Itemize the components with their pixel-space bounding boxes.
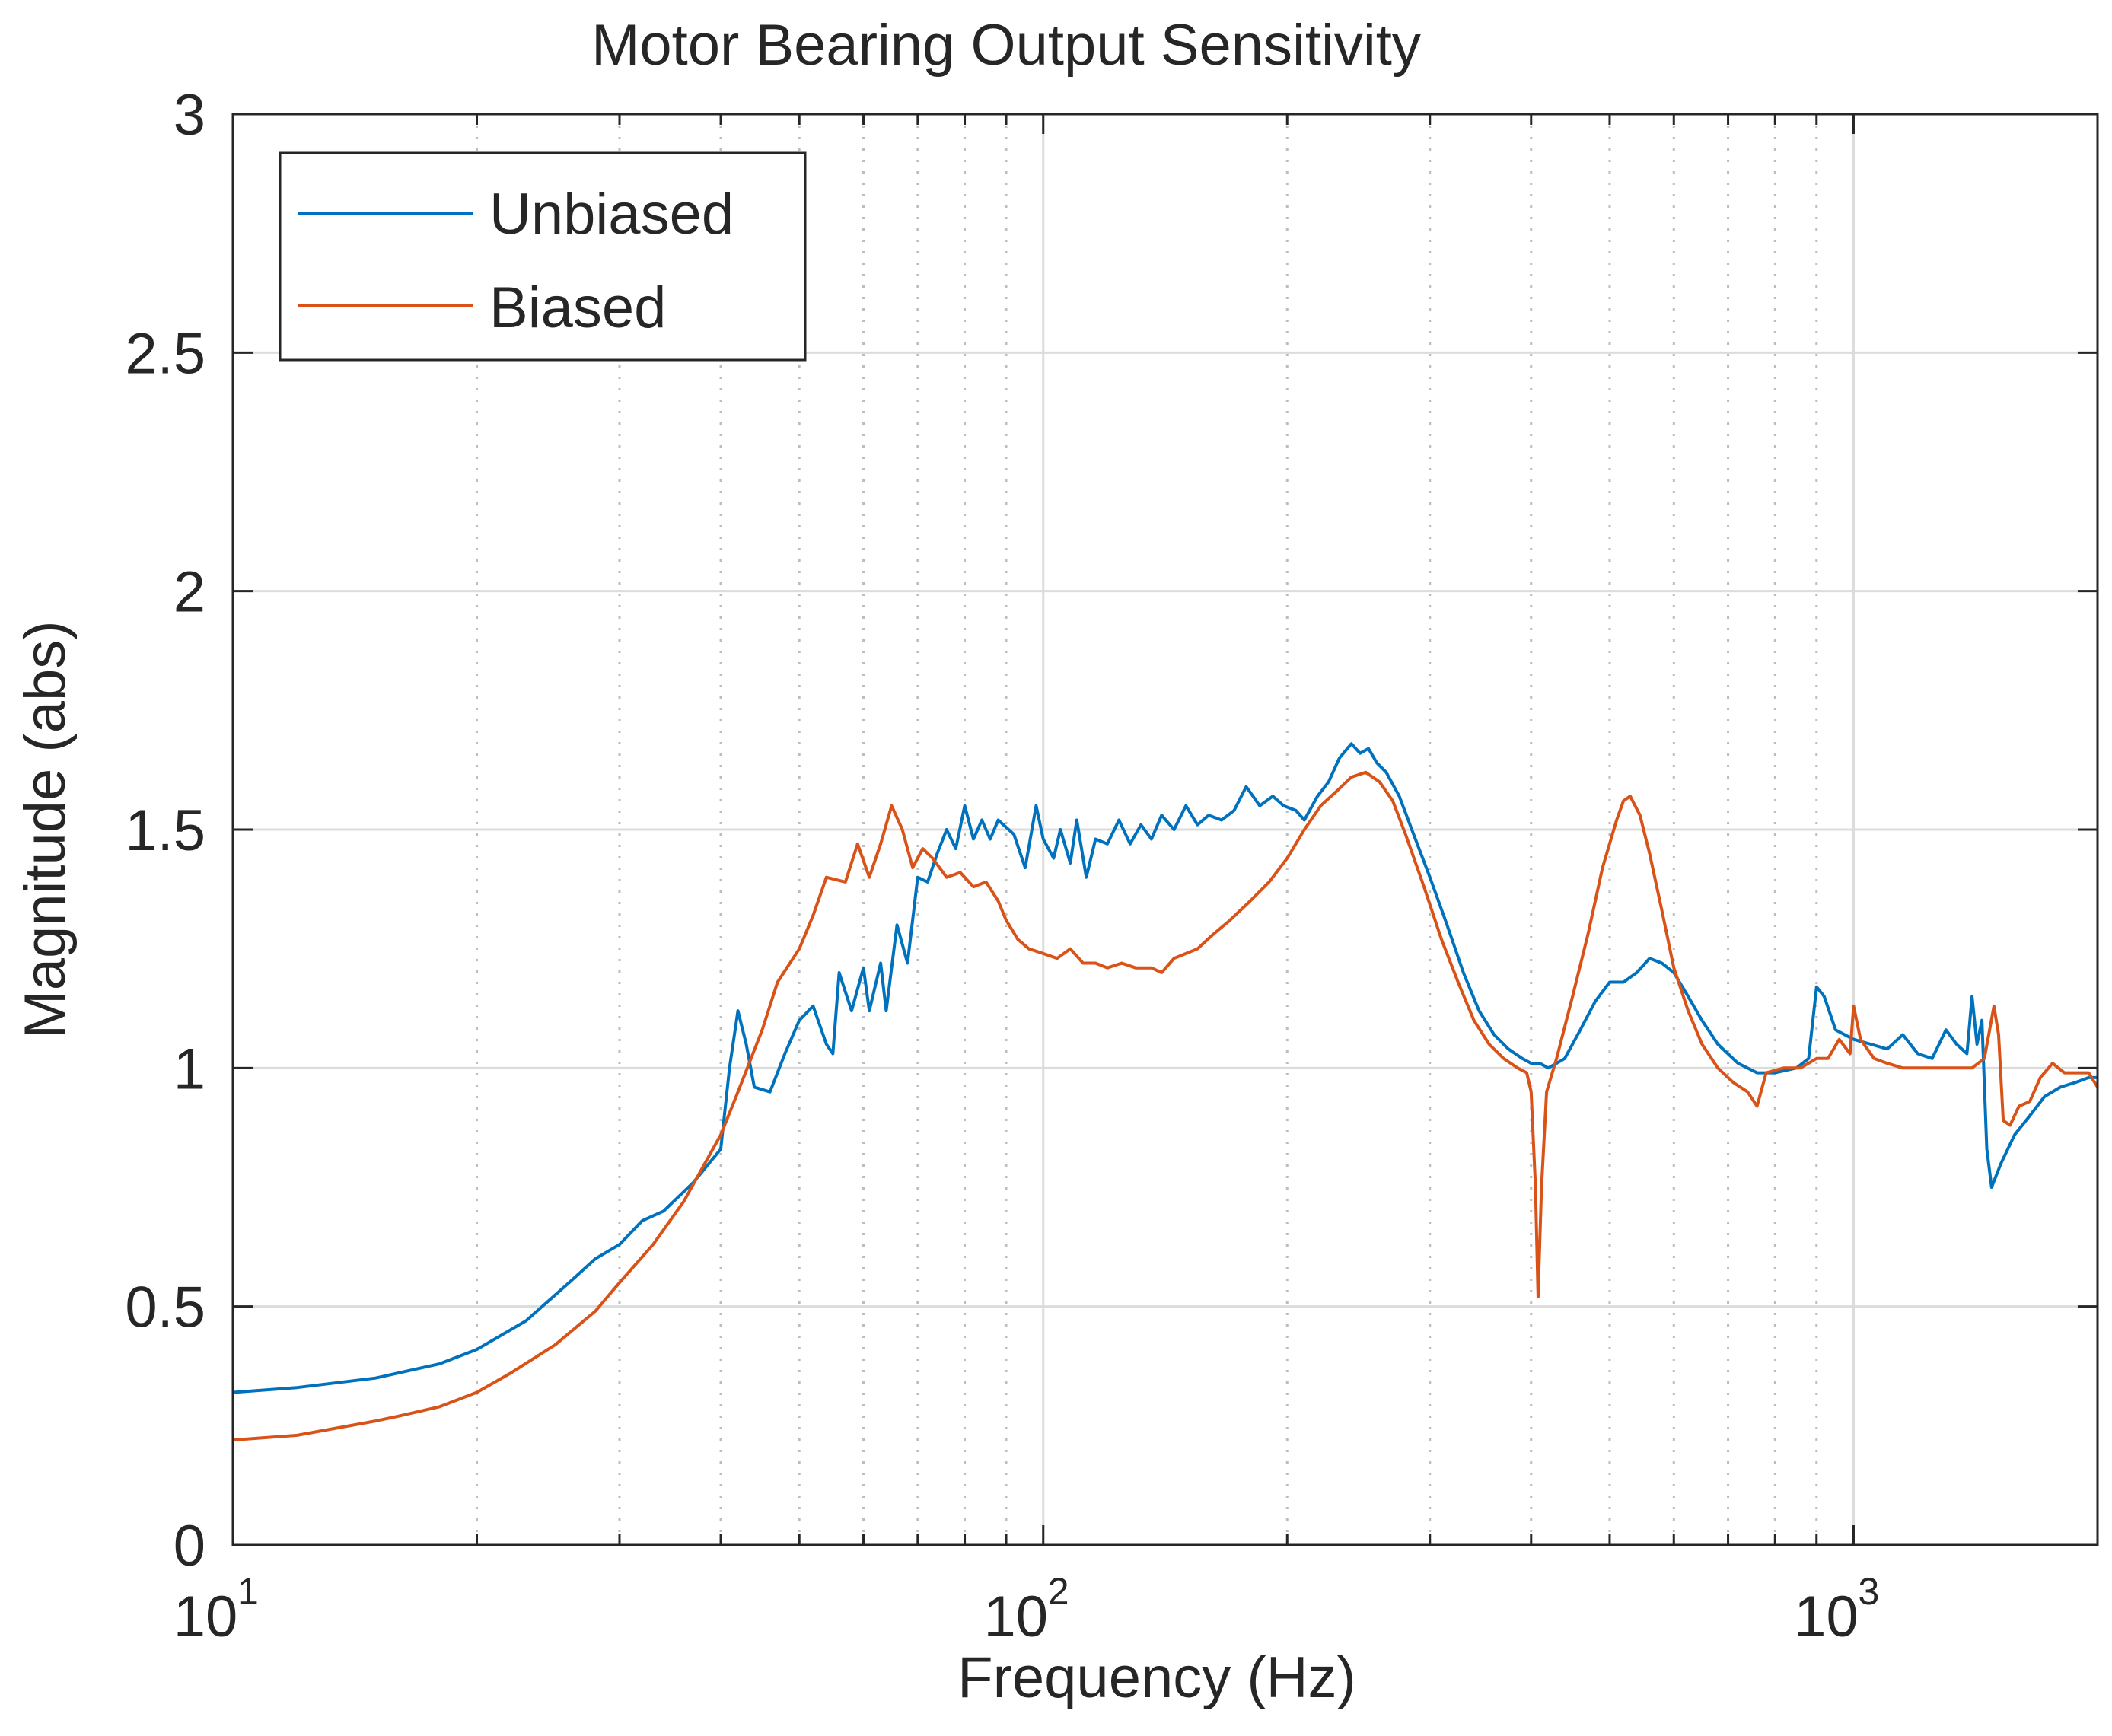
series-line-unbiased: [232, 742, 2098, 1394]
tick-marks: [231, 113, 2098, 1546]
x-tick-exponent: 1: [237, 1570, 259, 1613]
y-tick-label: 0.5: [125, 1276, 205, 1340]
x-tick-label: 10: [983, 1585, 1048, 1649]
x-axis-label: Frequency (Hz): [957, 1645, 1356, 1710]
y-tick-label: 0: [174, 1514, 205, 1578]
series-line-biased: [232, 770, 2099, 1442]
y-tick-label: 2: [174, 560, 205, 625]
x-tick-labels: 10 1 10 2 10 3: [174, 1570, 1880, 1649]
y-tick-labels: 0 0.5 1 1.5 2 2.5 3: [125, 83, 205, 1578]
y-tick-label: 1.5: [125, 798, 205, 863]
series-layer: [232, 742, 2099, 1442]
y-tick-label: 3: [174, 83, 205, 148]
x-tick-exponent: 3: [1858, 1570, 1879, 1613]
y-tick-label: 1: [174, 1037, 205, 1101]
y-axis-label: Magnitude (abs): [13, 620, 78, 1038]
x-tick-exponent: 2: [1048, 1570, 1069, 1613]
legend-label-biased: Biased: [489, 276, 666, 340]
y-tick-label: 2.5: [125, 321, 205, 386]
chart-title: Motor Bearing Output Sensitivity: [591, 13, 1421, 78]
legend-box: [279, 151, 807, 362]
legend: Unbiased Biased: [279, 151, 807, 362]
x-tick-label: 10: [174, 1585, 238, 1649]
x-tick-label: 10: [1794, 1585, 1859, 1649]
legend-label-unbiased: Unbiased: [489, 182, 734, 247]
